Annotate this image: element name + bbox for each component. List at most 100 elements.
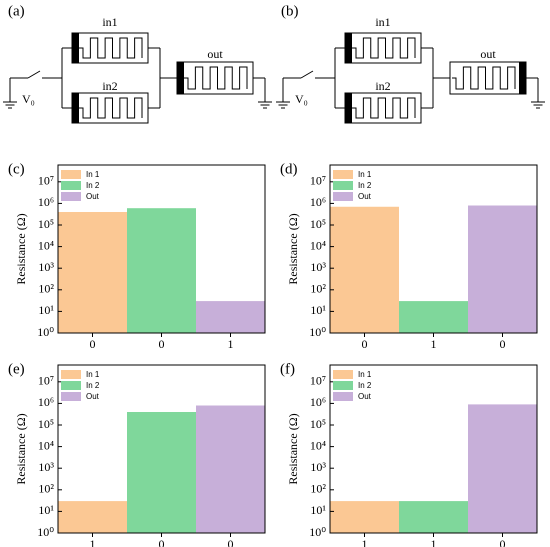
- y-tick-label: 10⁰: [309, 325, 326, 339]
- legend-swatch: [333, 181, 353, 190]
- y-axis-label: Resistance (Ω): [286, 213, 300, 284]
- switch: [300, 70, 314, 79]
- legend-swatch: [61, 170, 81, 179]
- panel-label: (e): [8, 361, 25, 377]
- legend-swatch: [333, 170, 353, 179]
- y-tick-label: 10⁴: [38, 238, 54, 252]
- resistor-label: in1: [102, 15, 117, 29]
- resistor-label: out: [207, 47, 223, 61]
- y-tick-label: 10⁷: [38, 374, 54, 388]
- x-tick-label: 0: [228, 537, 234, 547]
- y-tick-label: 10⁷: [38, 174, 54, 188]
- y-axis-label: Resistance (Ω): [14, 413, 28, 484]
- resistor-label: in2: [375, 79, 390, 93]
- meander: [352, 37, 416, 59]
- x-tick-label: 0: [90, 337, 96, 351]
- bar: [127, 208, 196, 333]
- panel-label: (d): [280, 161, 298, 177]
- bar: [330, 501, 399, 533]
- bar: [399, 301, 468, 333]
- y-tick-label: 10⁷: [310, 174, 326, 188]
- legend-label: In 2: [358, 181, 372, 190]
- electrode: [177, 62, 184, 94]
- resistor-label: in2: [102, 79, 117, 93]
- y-tick-label: 10¹: [310, 303, 326, 317]
- bar: [127, 412, 196, 533]
- y-tick-label: 10⁵: [310, 217, 326, 231]
- electrode: [519, 62, 526, 94]
- legend-swatch: [61, 192, 81, 201]
- legend-label: Out: [358, 392, 372, 401]
- x-tick-label: 0: [500, 337, 506, 351]
- y-tick-label: 10¹: [38, 303, 54, 317]
- y-axis-label: Resistance (Ω): [14, 213, 28, 284]
- legend-swatch: [61, 181, 81, 190]
- x-tick-label: 1: [431, 337, 437, 351]
- legend-swatch: [333, 392, 353, 401]
- y-tick-label: 10⁰: [309, 525, 326, 539]
- y-tick-label: 10³: [310, 260, 326, 274]
- legend-swatch: [333, 381, 353, 390]
- x-tick-label: 0: [159, 337, 165, 351]
- y-tick-label: 10⁵: [310, 417, 326, 431]
- x-tick-label: 1: [362, 537, 368, 547]
- y-tick-label: 10⁵: [38, 217, 54, 231]
- x-tick-label: 1: [90, 537, 96, 547]
- x-tick-label: 0: [362, 337, 368, 351]
- y-tick-label: 10¹: [38, 503, 54, 517]
- y-tick-label: 10⁶: [38, 395, 54, 409]
- legend-label: In 1: [86, 170, 100, 179]
- y-tick-label: 10²: [38, 282, 54, 296]
- source-label: V₀: [22, 92, 35, 106]
- legend-label: In 1: [86, 370, 100, 379]
- legend-swatch: [61, 370, 81, 379]
- electrode: [345, 93, 352, 123]
- bar: [196, 301, 265, 333]
- y-tick-label: 10⁵: [38, 417, 54, 431]
- legend-label: In 1: [358, 370, 372, 379]
- y-tick-label: 10³: [38, 260, 54, 274]
- meander: [452, 66, 516, 90]
- x-tick-label: 0: [159, 537, 165, 547]
- meander: [79, 37, 143, 59]
- bar: [330, 206, 399, 333]
- x-tick-label: 0: [500, 537, 506, 547]
- y-tick-label: 10⁶: [310, 195, 326, 209]
- legend-swatch: [333, 192, 353, 201]
- bar: [399, 501, 468, 533]
- legend-swatch: [61, 392, 81, 401]
- panel-label: (b): [281, 3, 299, 19]
- resistor-label: out: [480, 47, 496, 61]
- legend-label: In 2: [86, 381, 100, 390]
- panel-label: (c): [8, 161, 25, 177]
- electrode: [72, 33, 79, 63]
- y-tick-label: 10⁰: [37, 525, 54, 539]
- y-axis-label: Resistance (Ω): [286, 413, 300, 484]
- electrode: [345, 33, 352, 63]
- legend-swatch: [333, 370, 353, 379]
- y-tick-label: 10²: [310, 282, 326, 296]
- y-tick-label: 10¹: [310, 503, 326, 517]
- y-tick-label: 10²: [310, 482, 326, 496]
- bar: [58, 212, 127, 333]
- resistor-label: in1: [375, 15, 390, 29]
- legend-label: Out: [86, 192, 100, 201]
- y-tick-label: 10⁶: [38, 195, 54, 209]
- y-tick-label: 10³: [310, 460, 326, 474]
- legend-swatch: [61, 381, 81, 390]
- y-tick-label: 10⁷: [310, 374, 326, 388]
- y-tick-label: 10⁶: [310, 395, 326, 409]
- y-tick-label: 10⁴: [310, 438, 326, 452]
- x-tick-label: 1: [228, 337, 234, 351]
- legend-label: In 2: [358, 381, 372, 390]
- y-tick-label: 10⁴: [38, 438, 54, 452]
- meander: [184, 66, 248, 90]
- legend-label: In 2: [86, 181, 100, 190]
- panel-label: (f): [280, 361, 295, 377]
- legend-label: Out: [358, 192, 372, 201]
- panel-label: (a): [8, 3, 25, 19]
- bar: [196, 405, 265, 533]
- switch: [27, 70, 41, 79]
- meander: [79, 97, 143, 119]
